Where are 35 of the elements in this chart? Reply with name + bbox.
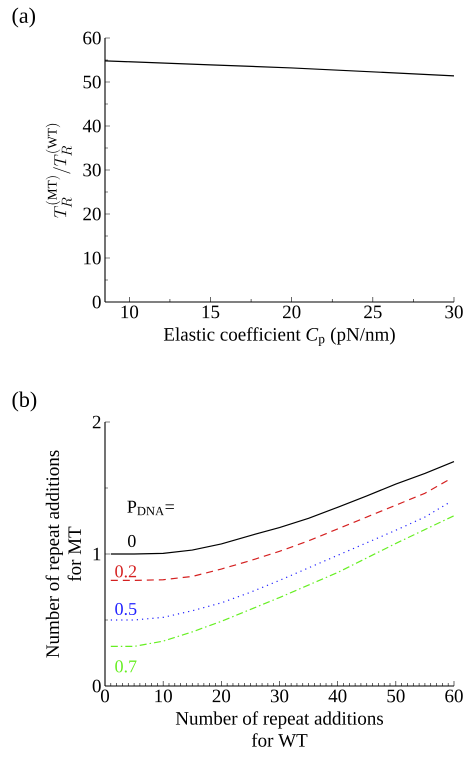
x-tick-label: 20 <box>212 690 230 702</box>
y-tick-label: 2 <box>92 416 100 428</box>
y-tick-label: 0 <box>92 680 101 692</box>
series-label: 0 <box>128 534 136 548</box>
y-tick-label: 60 <box>83 32 101 44</box>
x-tick-label: 60 <box>445 690 463 702</box>
x-tick-label: 30 <box>445 306 463 318</box>
x-tick-label: 20 <box>283 306 300 318</box>
y-axis-title: Number of repeat additions for MT <box>46 450 82 658</box>
x-tick-label: 40 <box>328 690 346 702</box>
x-tick-label: 15 <box>202 306 220 318</box>
y-axis-title: $T_R^{(\mathrm{MT})}/T_R^{(\mathrm{WT})}$ <box>46 124 72 218</box>
y-tick-label: 10 <box>84 252 101 264</box>
x-tick-label: 10 <box>155 690 172 702</box>
x-axis-title: Number of repeat additions for WT <box>176 711 384 747</box>
x-tick-label: 10 <box>122 306 138 318</box>
y-tick-label: 40 <box>82 120 101 132</box>
x-tick-label: 50 <box>387 690 405 702</box>
y-tick-label: 20 <box>83 208 101 220</box>
series-label: 0.2 <box>115 565 136 578</box>
y-tick-label: 50 <box>84 76 101 88</box>
x-tick-label: 30 <box>270 690 288 702</box>
x-tick-label: 25 <box>364 306 382 318</box>
y-tick-label: 0 <box>92 296 101 308</box>
legend-title: P$_{DNA}$= <box>127 500 174 516</box>
series-label: 0.7 <box>115 660 137 673</box>
x-tick-label: 0 <box>100 690 110 702</box>
series-label: 0.5 <box>115 602 136 616</box>
x-axis-title: Elastic coefficient C$_{p}$ (pN/nm) <box>164 327 395 346</box>
chart-title: (b) <box>12 392 36 412</box>
chart-title: (a) <box>12 8 35 28</box>
line-series <box>110 479 449 582</box>
y-tick-label: 30 <box>83 164 101 176</box>
y-tick-label: 1 <box>94 548 100 560</box>
line-series <box>110 502 449 621</box>
